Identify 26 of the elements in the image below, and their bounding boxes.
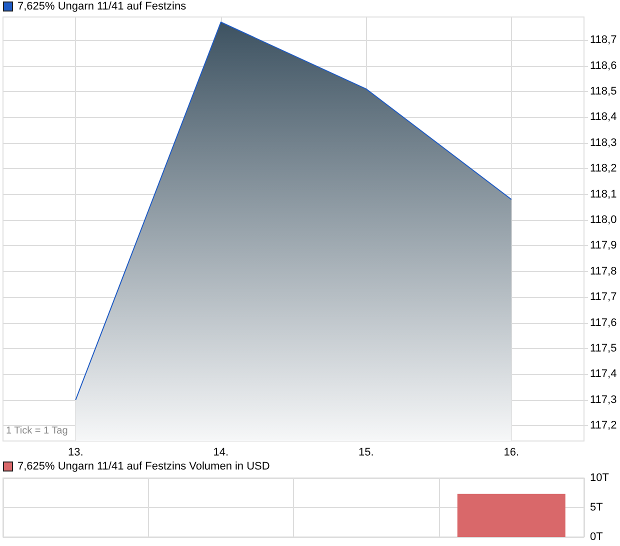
y-tick-label: 118,3 [590, 136, 617, 149]
y-tick-label: 117,2 [590, 420, 617, 432]
legend-label: 7,625% Ungarn 11/41 auf Festzins Volumen in USD [18, 460, 270, 472]
y-tick-label: 117,3 [590, 394, 617, 406]
x-tick-label: 15. [358, 446, 374, 458]
y-tick-label: 117,8 [590, 265, 617, 278]
y-tick-label: 118,7 [590, 34, 617, 46]
x-tick-label: 13. [68, 446, 84, 458]
y-tick-label: 0T [590, 531, 604, 543]
legend-label: 7,625% Ungarn 11/41 auf Festzins [18, 0, 187, 12]
y-tick-label: 118,6 [590, 60, 617, 72]
y-tick-label: 117,4 [590, 368, 617, 380]
x-tick-label: 16. [504, 446, 520, 458]
y-tick-label: 5T [590, 502, 604, 514]
y-tick-label: 117,9 [590, 240, 617, 252]
y-tick-label: 117,6 [590, 316, 617, 329]
y-tick-label: 117,7 [590, 291, 617, 304]
y-tick-label: 117,5 [590, 342, 617, 354]
y-tick-label: 118,4 [590, 111, 617, 124]
y-tick-label: 118,1 [590, 188, 617, 200]
y-tick-label: 118,5 [590, 86, 617, 98]
y-tick-label: 118,0 [590, 214, 617, 226]
annotation: 1 Tick = 1 Tag [6, 426, 68, 436]
x-tick-label: 14. [213, 446, 229, 458]
y-tick-label: 118,2 [590, 162, 617, 175]
y-tick-label: 10T [590, 472, 610, 484]
